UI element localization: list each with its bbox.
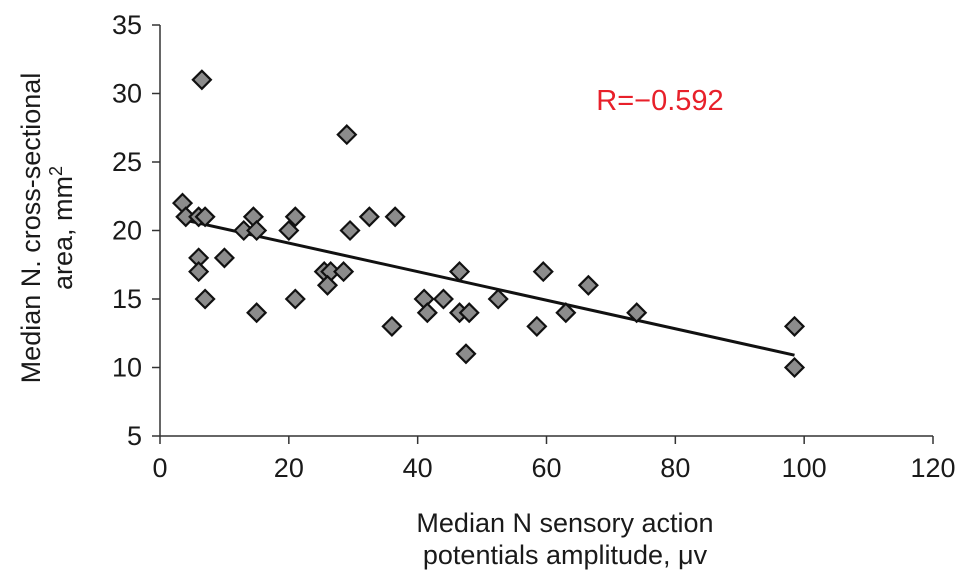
- data-point: [194, 206, 216, 228]
- data-point: [381, 315, 403, 337]
- data-point: [336, 124, 358, 146]
- data-point: [278, 219, 300, 242]
- y-axis-title-line2: area, mm2: [46, 166, 78, 290]
- data-point: [783, 356, 806, 379]
- x-tick-label: 0: [152, 453, 167, 483]
- tick-labels: 5 10 15 20 25 30 35 0 20 40 60 80 100 120: [112, 10, 956, 483]
- data-point: [333, 261, 355, 283]
- x-tick-label: 60: [531, 453, 561, 483]
- y-axis-title-superscript: 2: [46, 166, 66, 176]
- y-tick-label: 20: [112, 216, 142, 246]
- data-point: [458, 302, 480, 324]
- x-axis-title-line2: potentials amplitude, μv: [423, 540, 708, 570]
- trendline: [182, 218, 795, 357]
- x-tick-label: 40: [403, 453, 433, 483]
- y-tick-label: 10: [112, 353, 142, 383]
- data-point: [783, 315, 806, 337]
- data-point: [416, 302, 438, 324]
- data-point: [526, 315, 548, 337]
- y-tick-label: 15: [112, 284, 142, 314]
- x-tick-label: 80: [660, 453, 690, 483]
- data-points: [171, 69, 806, 379]
- data-point: [384, 206, 406, 228]
- correlation-annotation: R=−0.592: [596, 85, 723, 117]
- data-point: [626, 302, 648, 324]
- data-point: [448, 261, 471, 283]
- y-tick-label: 35: [112, 10, 142, 40]
- y-tick-label: 5: [127, 421, 142, 451]
- data-point: [455, 343, 477, 365]
- y-axis-title-line1: Median N. cross-sectional: [16, 73, 46, 384]
- data-point: [213, 247, 235, 269]
- data-point: [532, 261, 554, 283]
- x-tick-label: 100: [782, 453, 827, 483]
- y-axis-title: Median N. cross-sectional area, mm2: [16, 73, 78, 384]
- y-tick-label: 25: [112, 147, 142, 177]
- y-axis-title-line2-text: area, mm: [48, 176, 78, 290]
- data-point: [358, 206, 380, 228]
- data-point: [577, 274, 599, 296]
- data-point: [487, 288, 509, 310]
- data-point: [555, 302, 577, 324]
- data-point: [188, 261, 210, 283]
- data-point: [194, 288, 216, 310]
- data-point: [339, 219, 361, 242]
- x-axis-title-line1: Median N sensory action: [416, 508, 713, 538]
- data-point: [284, 206, 306, 228]
- data-point: [246, 219, 268, 242]
- data-point: [316, 274, 339, 296]
- axes: [152, 24, 934, 444]
- data-point: [246, 302, 268, 324]
- data-point: [284, 288, 306, 310]
- x-tick-label: 20: [274, 453, 304, 483]
- x-tick-label: 120: [910, 453, 955, 483]
- data-point: [191, 69, 213, 91]
- y-tick-label: 30: [112, 79, 142, 109]
- data-point: [432, 288, 454, 310]
